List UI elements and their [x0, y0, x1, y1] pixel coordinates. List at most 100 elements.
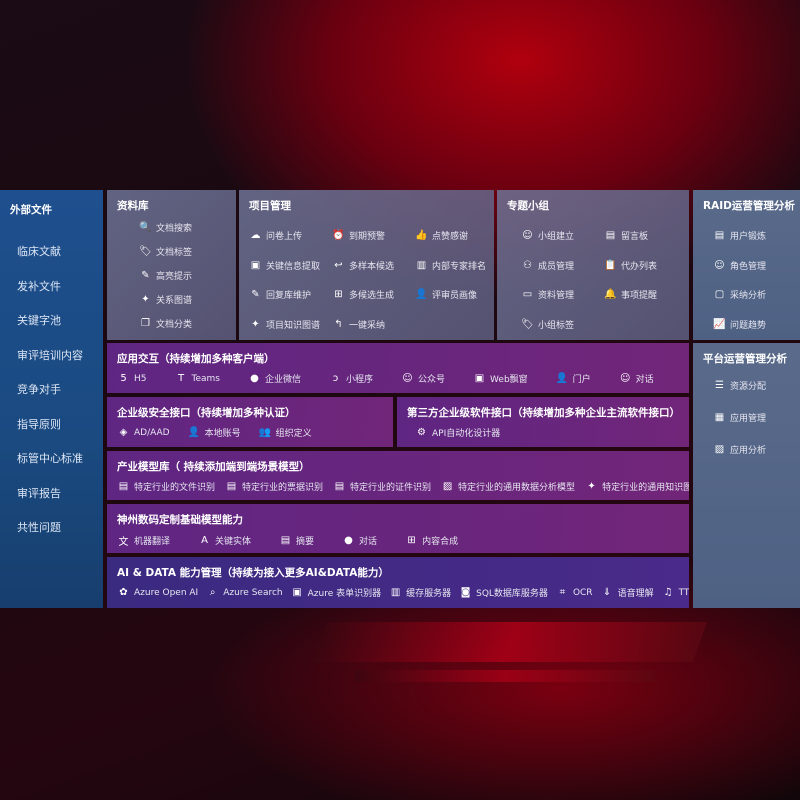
- tts-icon: ♫: [663, 587, 673, 598]
- feature-label: Azure Open AI: [134, 587, 199, 598]
- doc-icon: ▤: [118, 481, 129, 492]
- qa-icon: ▢: [714, 289, 725, 300]
- sidebar-item[interactable]: 发补文件: [17, 279, 61, 293]
- feature-item[interactable]: ⊞ 内容合成: [405, 533, 458, 548]
- feature-item[interactable]: 🔔 事项提醒: [604, 288, 657, 301]
- feature-label: 点赞感谢: [432, 232, 469, 242]
- feature-item[interactable]: 📋 代办列表: [604, 259, 657, 272]
- feature-item[interactable]: ▣ Web飘窗: [473, 372, 528, 385]
- feature-item[interactable]: ⏰ 到期预警: [332, 229, 385, 242]
- feature-item[interactable]: 👍 点赞感谢: [415, 229, 468, 242]
- feature-item[interactable]: ⇓ 语音理解: [601, 586, 654, 599]
- feature-item[interactable]: ▤ 用户锻炼: [713, 229, 766, 242]
- feature-item[interactable]: ☺ 角色管理: [713, 259, 766, 272]
- panel-title: 平台运营管理分析: [703, 353, 787, 365]
- feature-item[interactable]: ⚇ 成员管理: [521, 259, 574, 272]
- feature-item[interactable]: ⌕ Azure Search: [206, 586, 283, 599]
- feature-item[interactable]: ▥ 缓存服务器: [389, 586, 451, 599]
- feature-label: SQL数据库服务器: [476, 589, 548, 599]
- form-icon: ▣: [292, 587, 302, 598]
- feature-item[interactable]: ✦ 项目知识图谱: [249, 318, 320, 331]
- sidebar-item[interactable]: 关键字池: [17, 314, 61, 327]
- sidebar-item[interactable]: 竞争对手: [17, 383, 61, 396]
- sidebar-item[interactable]: 标管中心标准: [17, 452, 83, 465]
- feature-item[interactable]: 5 H5: [117, 372, 146, 385]
- feature-item[interactable]: 👤 本地账号: [188, 426, 241, 439]
- feature-item[interactable]: 👤 评审员画像: [415, 288, 477, 301]
- feature-item[interactable]: ▤ 留言板: [604, 229, 648, 242]
- feature-item[interactable]: ✦ 特定行业的通用知识图谱模型: [585, 480, 689, 493]
- feature-item[interactable]: ↄ 小程序: [329, 372, 373, 385]
- feature-item[interactable]: ☺ 公众号: [401, 372, 445, 385]
- feature-item[interactable]: ● 企业微信: [248, 372, 301, 385]
- feature-label: 组织定义: [275, 429, 312, 439]
- feature-item[interactable]: T Teams: [175, 372, 220, 385]
- feature-item[interactable]: ● 对话: [342, 533, 377, 548]
- feature-item[interactable]: ▨ 特定行业的通用数据分析模型: [441, 480, 575, 493]
- feature-label: 资料管理: [538, 291, 575, 301]
- feature-item[interactable]: ▥ 内部专家排名: [415, 259, 486, 272]
- sidebar-item[interactable]: 临床文献: [17, 245, 61, 258]
- feature-item[interactable]: ⊞ 多候选生成: [332, 288, 394, 301]
- feature-item[interactable]: ▭ 资料管理: [521, 288, 574, 301]
- feature-item[interactable]: ▨ 应用分析: [713, 443, 766, 456]
- feature-item[interactable]: ▤ 特定行业的文件识别: [117, 480, 215, 493]
- feature-item[interactable]: ↰ 一键采纳: [332, 318, 385, 331]
- feature-item[interactable]: ▦ 应用管理: [713, 411, 766, 424]
- feature-item[interactable]: 👥 组织定义: [259, 426, 312, 439]
- panel-platform: 平台运营管理分析 ☰ 资源分配 ▦ 应用管理 ▨ 应用分析: [693, 343, 800, 608]
- feature-item[interactable]: ✎ 高亮提示: [139, 269, 192, 282]
- feature-item[interactable]: ❐ 文档分类: [139, 317, 192, 330]
- feature-item[interactable]: A 关键实体: [198, 533, 251, 548]
- feature-item[interactable]: ♫ TTS: [662, 586, 689, 599]
- feature-item[interactable]: 👤 门户: [556, 372, 591, 385]
- ad-icon: ◈: [119, 427, 128, 438]
- feature-label: 多候选生成: [349, 291, 395, 301]
- feature-item[interactable]: 📈 问题趋势: [713, 318, 766, 331]
- panel-title: RAID运营管理分析: [703, 200, 795, 212]
- thumbs-up-icon: 👍: [415, 230, 428, 241]
- feature-item[interactable]: ☺ 小组建立: [521, 229, 574, 242]
- feature-item[interactable]: ✦ 关系图谱: [139, 293, 192, 306]
- feature-label: 内部专家排名: [432, 261, 487, 272]
- feature-item[interactable]: ☰ 资源分配: [713, 379, 766, 392]
- feature-label: 采纳分析: [730, 291, 767, 301]
- puzzle-icon: ⊞: [334, 289, 343, 300]
- graph-icon: ✦: [251, 318, 260, 330]
- feature-item[interactable]: ☺ 对话: [619, 372, 654, 385]
- feature-item[interactable]: ◙ SQL数据库服务器: [459, 586, 548, 599]
- feature-item[interactable]: 文机器翻译: [117, 533, 171, 548]
- feature-item[interactable]: 🏷 小组标签: [521, 318, 574, 331]
- feature-label: 缓存服务器: [406, 589, 452, 599]
- feature-item[interactable]: 🔍 文档搜索: [139, 221, 192, 234]
- feature-item[interactable]: ▤ 摘要: [279, 533, 314, 548]
- sidebar-item[interactable]: 指导原则: [17, 417, 61, 431]
- feature-item[interactable]: 🏷 文档标签: [139, 245, 192, 258]
- feature-item[interactable]: ▢ 采纳分析: [713, 288, 766, 301]
- doc-copy-icon: ❐: [141, 318, 150, 329]
- feature-item[interactable]: ▤ 特定行业的证件识别: [333, 480, 431, 493]
- ocr-icon: ⌗: [559, 587, 566, 598]
- gear-icon: ⚙: [417, 427, 426, 438]
- feature-item[interactable]: ✎ 回复库维护: [249, 288, 311, 301]
- window-icon: ▣: [250, 259, 261, 271]
- feature-item[interactable]: ✿ Azure Open AI: [117, 586, 198, 599]
- chart-icon: ▨: [442, 481, 453, 492]
- feature-label: 内容合成: [422, 537, 459, 547]
- feature-item[interactable]: ▣ Azure 表单识别器: [291, 586, 381, 599]
- feature-item[interactable]: ◈ AD/AAD: [117, 426, 170, 439]
- feature-label: 特定行业的通用知识图谱模型: [602, 483, 689, 493]
- bell-icon: 🔔: [604, 289, 617, 300]
- panel-title: 资料库: [117, 200, 149, 212]
- sidebar-item[interactable]: 审评培训内容: [17, 348, 83, 362]
- feature-item[interactable]: ⌗ OCR: [556, 586, 593, 599]
- feature-item[interactable]: ☁ 问卷上传: [249, 229, 303, 242]
- feature-item[interactable]: ▤ 特定行业的票据识别: [225, 480, 323, 493]
- feature-item[interactable]: ↩ 多样本候选: [332, 259, 394, 272]
- feature-item[interactable]: ⚙ API自动化设计器: [415, 426, 500, 439]
- chat-users-icon: ☺: [619, 373, 631, 384]
- feature-label: 成员管理: [538, 261, 575, 272]
- sidebar-item[interactable]: 共性问题: [17, 521, 61, 534]
- feature-item[interactable]: ▣ 关键信息提取: [249, 259, 320, 272]
- sidebar-item[interactable]: 审评报告: [17, 486, 61, 500]
